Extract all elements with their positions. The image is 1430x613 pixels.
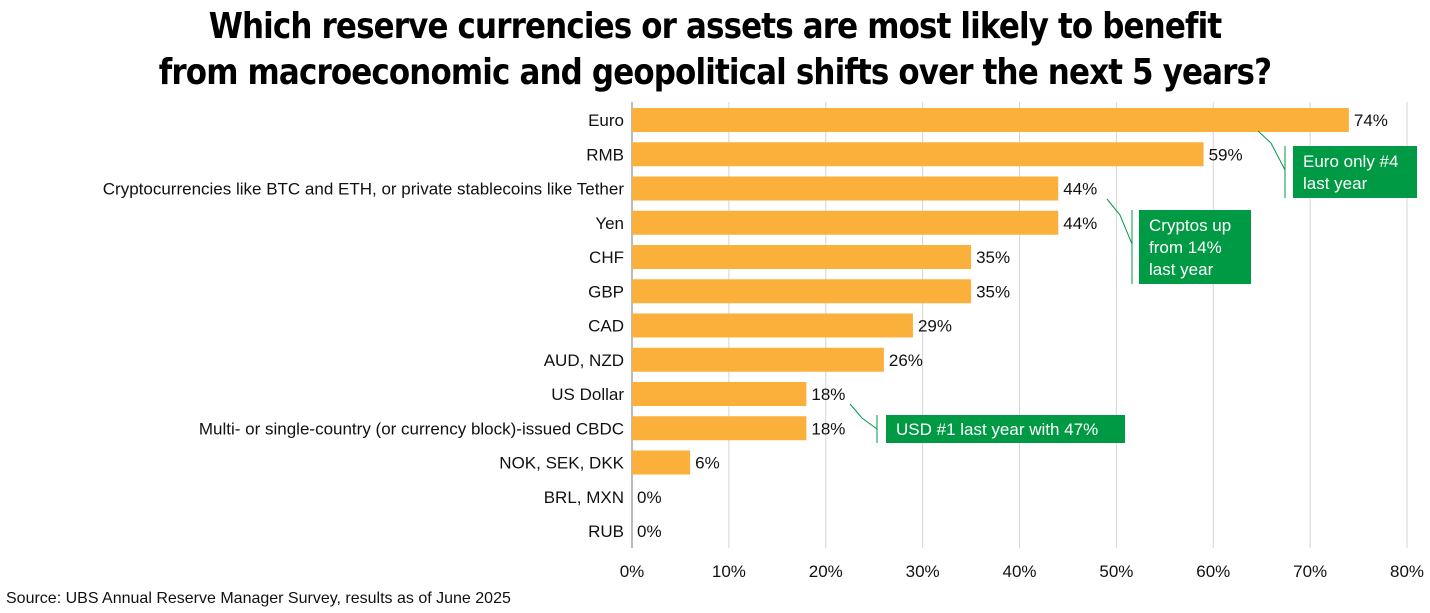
value-label: 0%	[637, 488, 662, 507]
annotation-text: Cryptos up	[1149, 216, 1231, 235]
annotation-text: from 14%	[1149, 238, 1222, 257]
bar	[632, 108, 1349, 132]
category-label: RUB	[588, 522, 624, 541]
category-label: NOK, SEK, DKK	[499, 454, 624, 473]
bar	[632, 347, 884, 372]
value-label: 35%	[976, 282, 1010, 301]
value-label: 44%	[1063, 180, 1097, 199]
bar	[632, 450, 691, 475]
chart-title: Which reserve currencies or assets are m…	[100, 4, 1330, 96]
annotation-text: last year	[1149, 260, 1214, 279]
value-label: 35%	[976, 248, 1010, 267]
x-tick-label: 50%	[1099, 562, 1133, 581]
x-tick-label: 20%	[809, 562, 843, 581]
annotation-text: USD #1 last year with 47%	[896, 420, 1098, 439]
annotation-callout: Euro only #4 last year	[1257, 130, 1417, 198]
value-label: 26%	[889, 351, 923, 370]
source-note: Source: UBS Annual Reserve Manager Surve…	[6, 590, 511, 607]
value-label: 6%	[695, 454, 720, 473]
value-label: 59%	[1209, 145, 1243, 164]
chart-title-line-2: from macroeconomic and geopolitical shif…	[158, 52, 1272, 93]
chart-title-line-1: Which reserve currencies or assets are m…	[208, 6, 1222, 47]
category-label: Multi- or single-country (or currency bl…	[199, 419, 624, 438]
x-tick-label: 80%	[1390, 562, 1424, 581]
bar	[632, 313, 913, 338]
bar	[632, 416, 807, 441]
value-label: 0%	[637, 522, 662, 541]
annotation-connector	[849, 403, 878, 430]
x-tick-label: 10%	[712, 562, 746, 581]
annotation-box	[886, 415, 1125, 443]
category-label: US Dollar	[551, 385, 624, 404]
value-label: 29%	[918, 317, 952, 336]
x-tick-label: 0%	[620, 562, 645, 581]
annotation-box	[1293, 146, 1417, 198]
bar	[632, 176, 1059, 201]
category-label: Yen	[595, 214, 624, 233]
category-label: GBP	[588, 282, 624, 301]
bar	[632, 245, 972, 269]
bar	[632, 142, 1204, 167]
bar	[632, 279, 972, 304]
value-label: 44%	[1063, 214, 1097, 233]
category-label: CHF	[589, 248, 624, 267]
annotation-text: last year	[1303, 174, 1368, 193]
annotation-text: Euro only #4	[1303, 152, 1398, 171]
bar	[632, 382, 807, 406]
x-tick-label: 60%	[1196, 562, 1230, 581]
category-label: AUD, NZD	[544, 351, 624, 370]
annotation-connector	[1106, 198, 1133, 245]
annotation-callout: Cryptos up from 14% last year	[1106, 198, 1251, 284]
value-label: 74%	[1354, 111, 1388, 130]
category-label: Cryptocurrencies like BTC and ETH, or pr…	[103, 180, 625, 199]
x-tick-label: 30%	[906, 562, 940, 581]
value-label: 18%	[811, 419, 845, 438]
category-label: RMB	[586, 145, 624, 164]
annotation-connector	[1257, 130, 1286, 171]
x-tick-label: 40%	[1002, 562, 1036, 581]
annotation-box	[1139, 210, 1251, 284]
x-tick-label: 70%	[1293, 562, 1327, 581]
category-label: BRL, MXN	[544, 488, 624, 507]
category-label: CAD	[588, 317, 624, 336]
bar	[632, 210, 1059, 235]
category-label: Euro	[588, 111, 624, 130]
value-label: 18%	[811, 385, 845, 404]
annotation-callout: USD #1 last year with 47%	[849, 403, 1125, 443]
